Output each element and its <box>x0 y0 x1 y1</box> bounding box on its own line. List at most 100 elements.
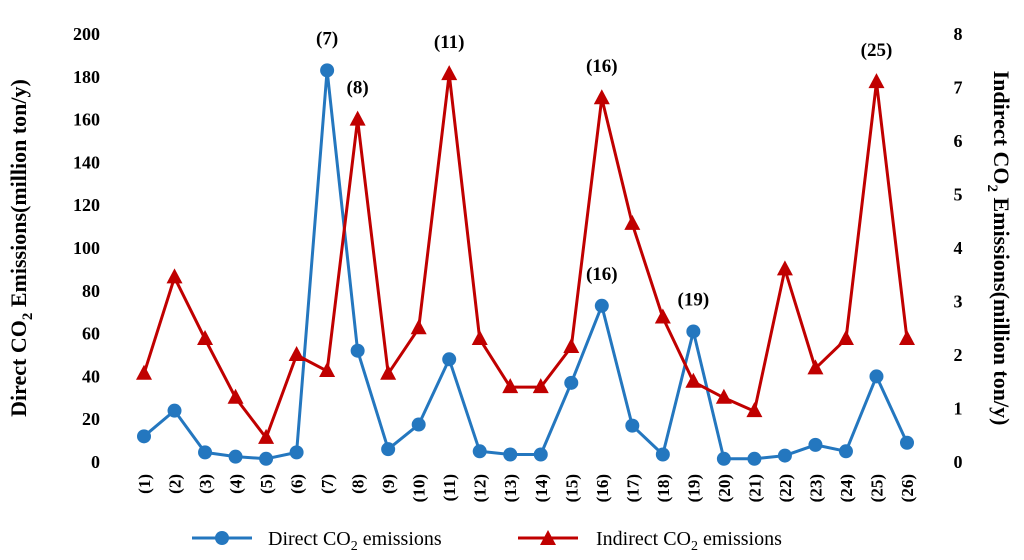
peak-annotation: (19) <box>678 289 710 310</box>
x-tick-label: (12) <box>471 474 490 502</box>
direct-point <box>747 451 762 466</box>
right-axis-label-tail: Emissions(million ton/y) <box>989 192 1014 425</box>
indirect-point <box>227 388 244 404</box>
x-tick-label: (8) <box>349 474 368 494</box>
right-tick-label: 6 <box>954 131 963 151</box>
x-tick-label: (4) <box>227 474 246 494</box>
direct-point <box>655 447 670 462</box>
x-tick-label: (3) <box>196 474 215 494</box>
series-direct <box>137 63 914 466</box>
right-axis-ticks: 0 1 2 3 4 5 6 7 8 <box>954 24 963 472</box>
x-tick-label: (11) <box>440 474 459 501</box>
left-tick-label: 120 <box>73 195 100 215</box>
x-tick-label: (15) <box>562 474 581 502</box>
indirect-point <box>685 372 702 388</box>
left-tick-label: 60 <box>82 324 100 344</box>
indirect-point <box>532 378 549 394</box>
indirect-point <box>166 268 183 284</box>
direct-point <box>472 444 487 459</box>
direct-point <box>503 447 518 462</box>
left-axis-ticks: 0 20 40 60 80 100 120 140 160 180 200 <box>73 24 100 472</box>
direct-point <box>900 435 914 450</box>
x-tick-label: (25) <box>867 474 886 502</box>
x-axis-categories: (1) (2) (3) (4) (5) (6) (7) (8) (9) (10) (11) (12) (… <box>135 474 917 502</box>
direct-point <box>289 445 304 460</box>
right-axis-label: Indirect CO2 Emissions(million ton/y) <box>984 71 1014 426</box>
legend-direct-label-tail: emissions <box>358 528 442 550</box>
indirect-point <box>899 329 915 345</box>
peak-annotation: (8) <box>347 78 369 99</box>
legend-indirect-label: Indirect CO2 emissions <box>596 528 782 554</box>
indirect-point <box>746 402 763 418</box>
indirect-point <box>380 364 397 380</box>
indirect-point <box>197 329 214 345</box>
peak-annotation: (7) <box>316 28 338 49</box>
indirect-point <box>319 362 336 378</box>
left-axis-label-tail: Emissions(million ton/y) <box>6 79 31 312</box>
legend-direct-label-sub: 2 <box>351 539 358 554</box>
direct-point <box>564 375 579 390</box>
left-axis-label-main: Direct CO <box>6 320 31 417</box>
peak-annotation: (25) <box>861 40 893 61</box>
direct-point <box>808 437 823 452</box>
indirect-point <box>563 337 580 353</box>
peak-annotation: (16) <box>586 264 618 285</box>
direct-point <box>137 429 151 444</box>
indirect-point <box>441 65 458 81</box>
indirect-point <box>624 214 641 230</box>
legend-direct-marker <box>215 531 229 545</box>
legend: Direct CO2 emissions Indirect CO2 emissi… <box>192 528 782 554</box>
right-tick-label: 5 <box>954 185 963 205</box>
direct-point <box>320 63 335 78</box>
direct-point <box>259 451 274 466</box>
left-tick-label: 40 <box>82 366 100 386</box>
x-tick-label: (13) <box>501 474 520 502</box>
indirect-point <box>471 329 488 345</box>
right-axis-label-sub: 2 <box>984 184 1000 192</box>
x-tick-label: (21) <box>745 474 764 502</box>
left-tick-label: 80 <box>82 281 100 301</box>
legend-item-direct: Direct CO2 emissions <box>192 528 442 554</box>
indirect-point <box>593 89 610 105</box>
x-tick-label: (23) <box>806 474 825 502</box>
legend-indirect-label-tail: emissions <box>698 528 782 550</box>
legend-indirect-marker <box>540 530 556 545</box>
left-axis-label-sub: 2 <box>20 313 36 321</box>
left-tick-label: 20 <box>82 409 100 429</box>
indirect-point <box>502 378 519 394</box>
direct-point <box>777 448 792 463</box>
indirect-point <box>410 319 427 335</box>
x-tick-label: (1) <box>135 474 154 494</box>
indirect-point <box>136 364 152 380</box>
direct-point <box>838 444 853 459</box>
x-tick-label: (26) <box>898 474 917 502</box>
indirect-point <box>776 260 793 276</box>
indirect-point <box>258 428 275 444</box>
right-tick-label: 7 <box>954 78 963 98</box>
left-tick-label: 0 <box>91 452 100 472</box>
right-tick-label: 8 <box>954 24 963 44</box>
direct-point <box>228 449 243 464</box>
left-tick-label: 180 <box>73 67 100 87</box>
indirect-point <box>288 346 305 361</box>
direct-point <box>533 447 548 462</box>
indirect-point <box>654 308 671 324</box>
left-tick-label: 100 <box>73 238 100 258</box>
x-tick-label: (5) <box>257 474 276 494</box>
direct-point <box>411 417 426 432</box>
indirect-point <box>837 329 854 345</box>
peak-annotation: (11) <box>434 32 465 53</box>
right-axis-label-main: Indirect CO <box>989 71 1014 185</box>
direct-point <box>442 352 457 367</box>
left-axis-label: Direct CO2 Emissions(million ton/y) <box>6 79 36 417</box>
series-lines <box>136 63 915 466</box>
x-tick-label: (17) <box>623 474 642 502</box>
x-tick-label: (2) <box>166 474 185 494</box>
direct-point <box>594 298 609 313</box>
x-tick-label: (16) <box>593 474 612 502</box>
series-line <box>142 72 909 440</box>
indirect-point <box>715 388 732 404</box>
peak-annotations: (7) (8) (11) (16) (16) (19) (25) <box>316 28 892 310</box>
right-tick-label: 1 <box>954 399 963 419</box>
left-tick-label: 160 <box>73 110 100 130</box>
